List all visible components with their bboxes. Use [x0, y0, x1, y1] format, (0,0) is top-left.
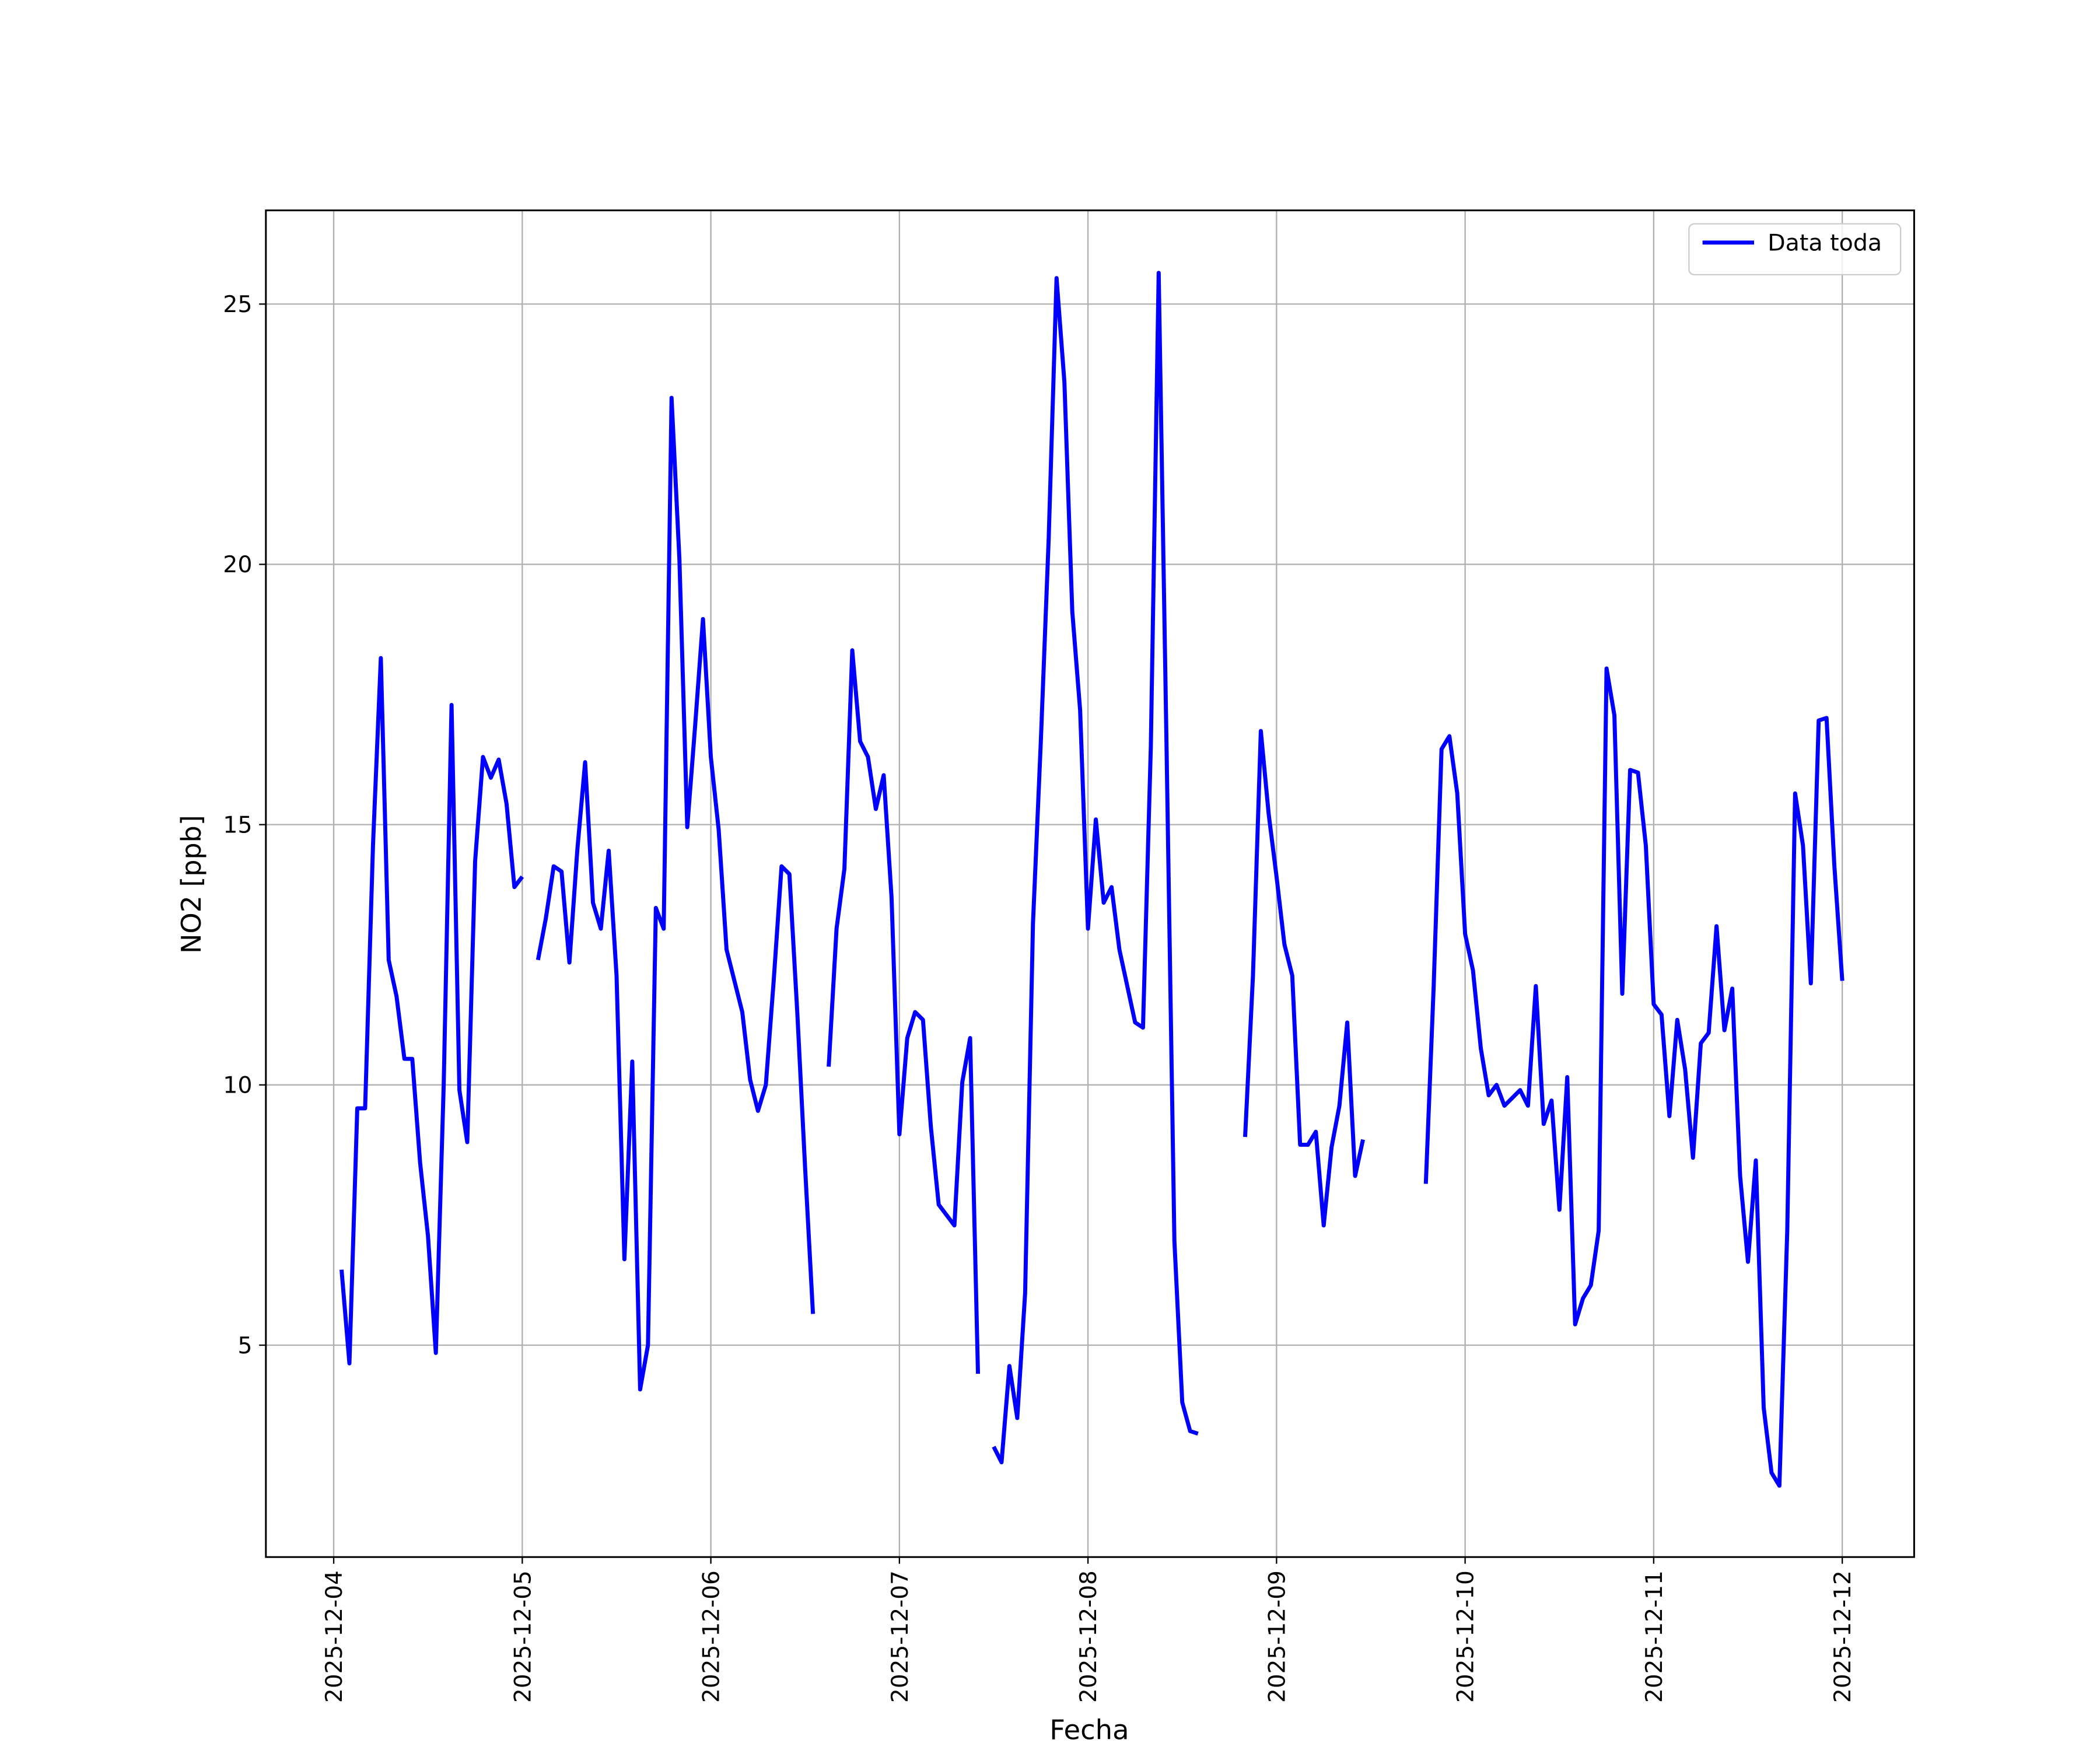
x-tick-label: 2025-12-08 — [1076, 1570, 1102, 1703]
plot-frame — [265, 209, 1915, 1558]
x-tick-label: 2025-12-05 — [510, 1570, 536, 1703]
y-tick-label: 10 — [223, 1073, 252, 1099]
x-tick-label: 2025-12-07 — [887, 1570, 914, 1703]
x-axis-label: Fecha — [1049, 1714, 1129, 1746]
data-line — [340, 271, 1845, 1488]
x-tick-label: 2025-12-11 — [1642, 1570, 1668, 1703]
x-tick-label: 2025-12-09 — [1264, 1570, 1290, 1703]
y-tick-label: 20 — [223, 552, 252, 578]
y-tick-label: 25 — [223, 292, 252, 318]
y-tick-label: 15 — [223, 813, 252, 839]
x-tick-label: 2025-12-10 — [1452, 1570, 1479, 1703]
y-tick-label: 5 — [237, 1333, 252, 1359]
x-tick-label: 2025-12-12 — [1830, 1570, 1856, 1703]
y-axis-label: NO2 [ppb] — [176, 815, 207, 954]
x-tick-label: 2025-12-06 — [698, 1570, 724, 1703]
legend-label: Data toda — [1768, 230, 1882, 257]
x-tick-label: 2025-12-04 — [321, 1570, 348, 1703]
legend-box — [1688, 223, 1902, 276]
